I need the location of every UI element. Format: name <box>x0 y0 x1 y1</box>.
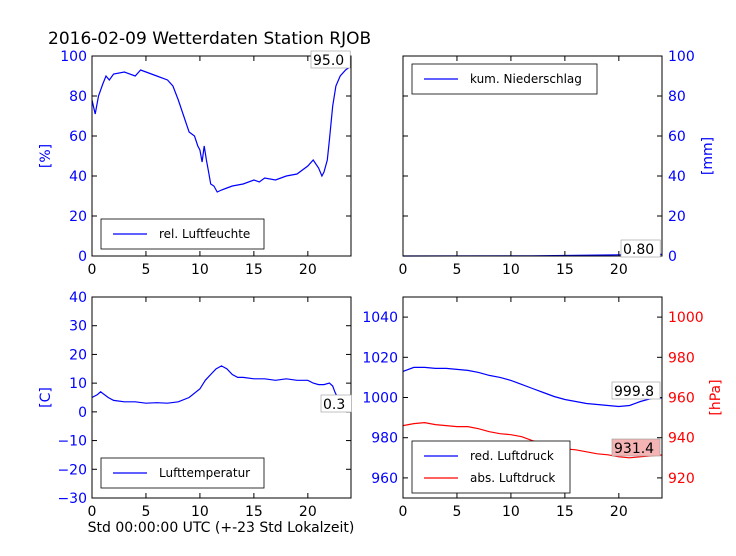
y-tick-label-left: 980 <box>371 431 398 447</box>
legend: kum. Niederschlag <box>411 63 598 95</box>
panel-top-right: 0 5 10 15 20 0 20 40 60 80 100 [mm] kum. Niederschla… <box>399 49 716 278</box>
annotation-box <box>320 394 352 413</box>
y-tick-label-left: 1040 <box>362 310 398 326</box>
x-axis-label: Std 00:00:00 UTC (+-23 Std Lokalzeit) <box>88 520 355 536</box>
value-annotation: 95.0 <box>310 50 351 69</box>
annotation-box <box>620 239 661 258</box>
x-tick-label: 20 <box>610 504 628 520</box>
legend-box <box>411 440 571 494</box>
annotation-text: 931.4 <box>614 441 654 457</box>
y-tick-label: 40 <box>69 169 87 185</box>
x-tick-label: 5 <box>452 504 461 520</box>
x-tick-label: 10 <box>502 504 520 520</box>
panel-bottom-right: 0 5 10 15 20 960 980 1000 1020 1040 920 940 960 980 10… <box>362 296 724 520</box>
y-tick-label: 60 <box>69 129 87 145</box>
legend-entry: rel. Luftfeuchte <box>159 227 250 241</box>
annotation-text: 0.80 <box>623 242 654 258</box>
y-tick-label-left: 1000 <box>362 391 398 407</box>
y-tick-label: 60 <box>668 129 686 145</box>
panel-top-left: 0 5 10 15 20 0 20 40 60 80 100 [%] rel. Luftfeuchte 9… <box>38 49 352 278</box>
x-tick-label: 20 <box>610 262 628 278</box>
y-tick-label-left: 1020 <box>362 350 398 366</box>
y-tick-label-right: 960 <box>668 391 695 407</box>
value-annotation: 0.3 <box>320 394 352 413</box>
x-tick-label: 10 <box>502 262 520 278</box>
value-annotation: 0.80 <box>620 239 661 258</box>
y-tick-label-right: 940 <box>668 431 695 447</box>
y-tick-label-right: 980 <box>668 350 695 366</box>
annotation-text: 95.0 <box>313 53 344 69</box>
y-tick-label: −10 <box>57 434 87 450</box>
y-tick-label: 40 <box>668 169 686 185</box>
x-tick-label: 20 <box>299 262 317 278</box>
series-line-1 <box>91 65 352 193</box>
y-tick-label: 10 <box>69 376 87 392</box>
annotation-box <box>310 50 351 69</box>
series-line-1 <box>91 365 352 412</box>
x-tick-label: 0 <box>399 262 408 278</box>
y-tick-label: −30 <box>57 491 87 507</box>
x-tick-label: 20 <box>299 504 317 520</box>
y-tick-label: 100 <box>668 49 695 65</box>
y-tick-label: −20 <box>57 462 87 478</box>
series-line-1 <box>402 366 663 408</box>
x-tick-label: 15 <box>556 504 574 520</box>
y-tick-label-left: 960 <box>371 471 398 487</box>
y-tick-label: 30 <box>69 319 87 335</box>
legend-entry: Lufttemperatur <box>159 466 250 480</box>
value-annotation: 999.8 <box>611 381 661 400</box>
plot-frame <box>402 55 663 257</box>
y-tick-label: 0 <box>78 405 87 421</box>
y-axis-label: [%] <box>38 144 54 168</box>
legend: rel. Luftfeuchte <box>100 218 265 250</box>
plot-frame <box>91 55 352 257</box>
y-axis-label-right: [hPa] <box>708 379 724 415</box>
x-tick-label: 5 <box>141 262 150 278</box>
y-tick-label-right: 920 <box>668 471 695 487</box>
y-tick-label: 40 <box>69 290 87 306</box>
legend: Lufttemperatur <box>100 457 265 489</box>
x-tick-label: 0 <box>399 504 408 520</box>
x-tick-label: 5 <box>141 504 150 520</box>
legend-entry: kum. Niederschlag <box>470 72 582 86</box>
y-tick-label: 100 <box>60 49 87 65</box>
x-tick-label: 0 <box>88 262 97 278</box>
x-tick-label: 10 <box>191 504 209 520</box>
y-tick-label: 0 <box>78 249 87 265</box>
annotation-text: 0.3 <box>323 397 345 413</box>
x-tick-label: 15 <box>245 504 263 520</box>
x-tick-label: 5 <box>452 262 461 278</box>
annotation-box <box>611 438 661 457</box>
y-tick-label: 20 <box>69 347 87 363</box>
y-tick-label: 0 <box>668 249 677 265</box>
legend: red. Luftdruck abs. Luftdruck <box>411 440 571 494</box>
y-axis-label: [C] <box>38 387 54 408</box>
annotation-text: 999.8 <box>614 384 654 400</box>
x-tick-label: 10 <box>191 262 209 278</box>
value-annotation: 931.4 <box>611 438 661 457</box>
panel-bottom-left: 0 5 10 15 20 −30 −20 −10 0 10 20 30 40 [C] Lufttempera… <box>38 290 352 520</box>
figure-title: 2016-02-09 Wetterdaten Station RJOB <box>48 29 371 49</box>
x-tick-label: 15 <box>245 262 263 278</box>
y-tick-label: 80 <box>69 89 87 105</box>
y-tick-label: 20 <box>668 209 686 225</box>
y-tick-label: 20 <box>69 209 87 225</box>
x-tick-label: 15 <box>556 262 574 278</box>
y-axis-label: [mm] <box>700 137 716 175</box>
annotation-box <box>611 381 661 400</box>
y-tick-label: 80 <box>668 89 686 105</box>
legend-entry: red. Luftdruck <box>470 449 554 463</box>
x-tick-label: 0 <box>88 504 97 520</box>
legend-entry: abs. Luftdruck <box>470 471 555 485</box>
y-tick-label-right: 1000 <box>668 310 704 326</box>
